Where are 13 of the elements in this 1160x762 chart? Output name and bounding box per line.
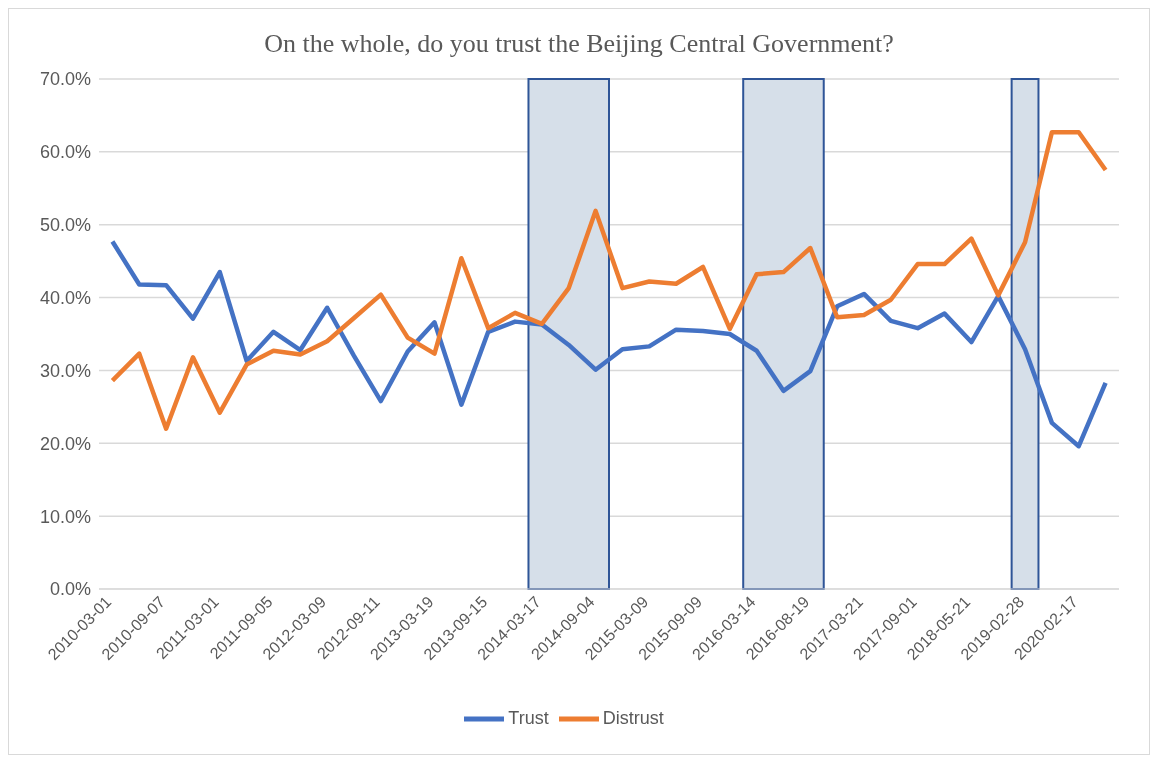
y-tick-label: 40.0% — [39, 287, 91, 308]
y-tick-label: 70.0% — [39, 69, 91, 90]
y-tick-label: 60.0% — [39, 142, 91, 163]
legend-label: Distrust — [602, 707, 664, 728]
y-tick-label: 10.0% — [39, 506, 91, 527]
line-series — [110, 239, 1108, 449]
y-tick-label: 20.0% — [39, 433, 91, 454]
y-tick-label: 50.0% — [39, 215, 91, 236]
y-tick-label: 0.0% — [49, 579, 91, 600]
legend-label: Trust — [508, 707, 549, 728]
chart-title: On the whole, do you trust the Beijing Central Government? — [263, 29, 895, 59]
y-tick-label: 30.0% — [39, 360, 91, 381]
line-series — [110, 129, 1108, 431]
